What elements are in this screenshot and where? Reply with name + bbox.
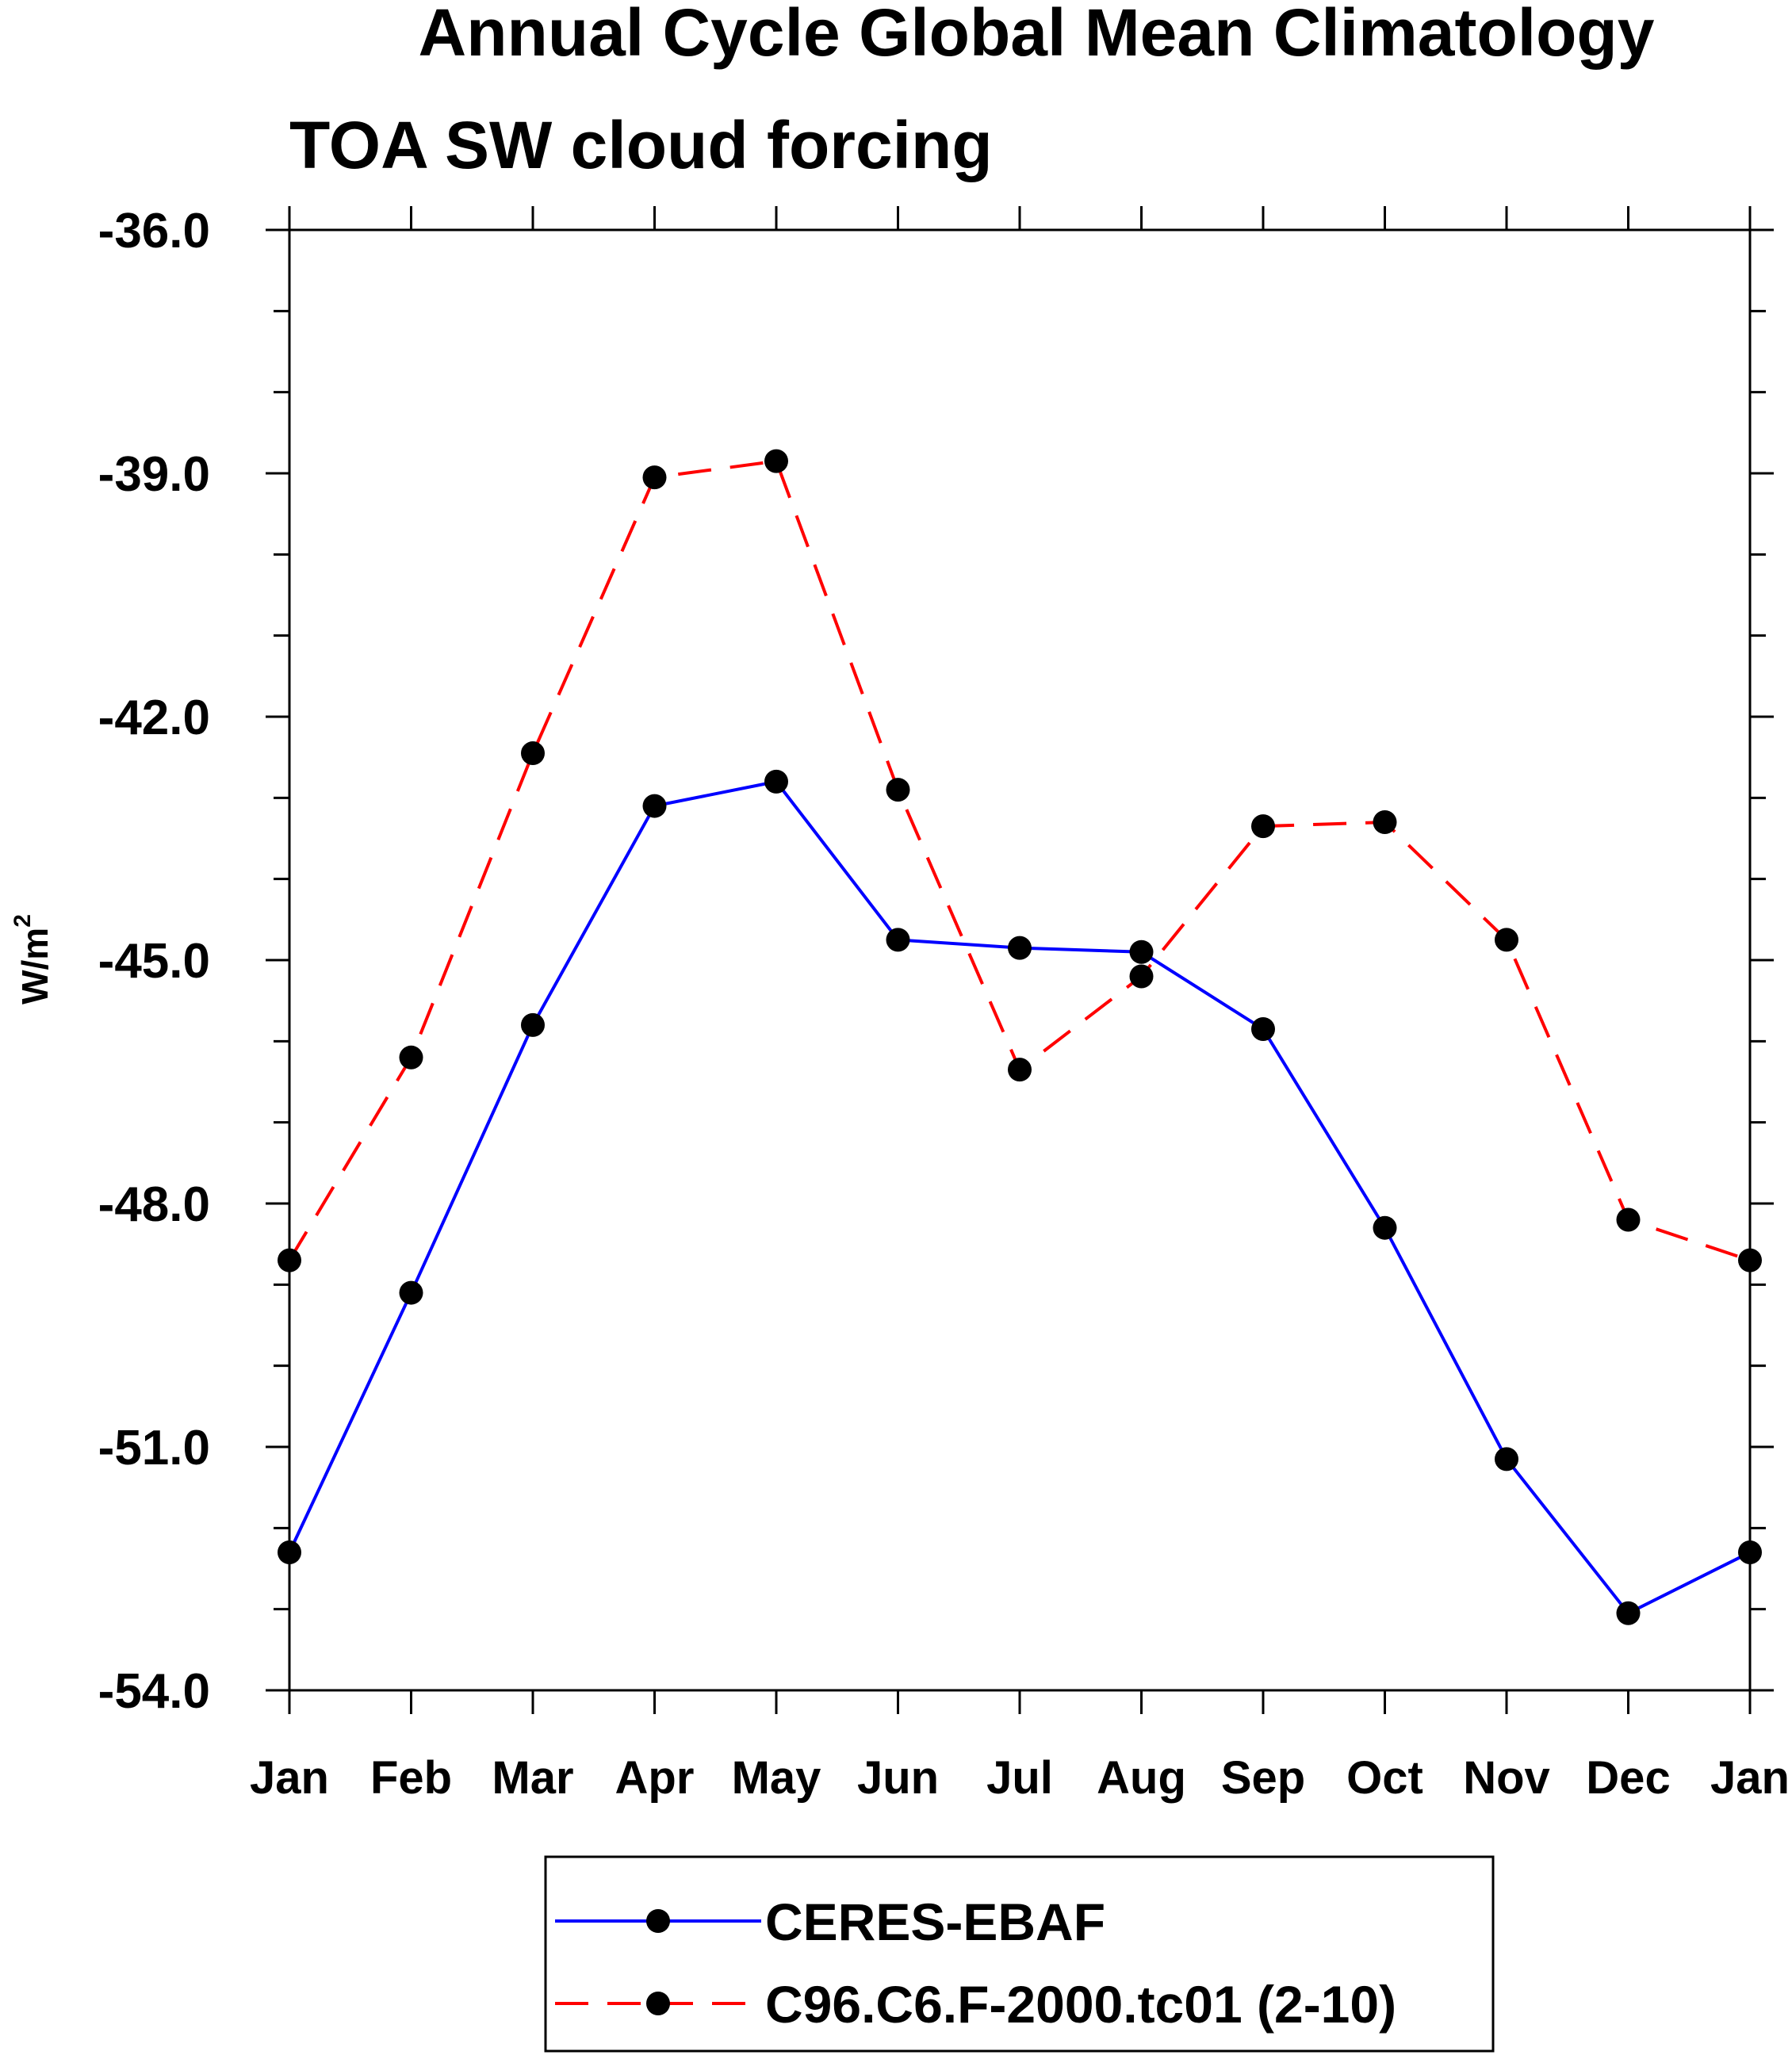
x-tick-label: Sep [1221, 1752, 1305, 1804]
series-1-point [1495, 1447, 1518, 1471]
series-2-point [521, 741, 545, 766]
x-tick-label: Mar [492, 1752, 573, 1804]
series-1-point [1008, 936, 1032, 960]
series-2-point [1738, 1248, 1762, 1272]
x-tick-label: May [732, 1752, 821, 1804]
series-1-point [399, 1280, 423, 1305]
y-axis-label-text: W/m [14, 928, 56, 1005]
series-1-point [1616, 1601, 1641, 1625]
series-2-point [1495, 928, 1518, 952]
series-2-point [642, 465, 667, 490]
x-tick-label: Oct [1346, 1752, 1423, 1804]
series-2-point [1251, 814, 1275, 839]
y-tick-label: -45.0 [98, 934, 210, 989]
y-tick-label: -42.0 [98, 691, 210, 745]
legend-box [544, 1855, 1495, 2053]
y-tick-label: -51.0 [98, 1421, 210, 1475]
series-2-point [886, 778, 910, 802]
legend: CERES-EBAF C96.C6.F-2000.tc01 (2-10) [544, 1855, 1495, 2053]
series-2-point [1373, 810, 1397, 835]
legend-label-2: C96.C6.F-2000.tc01 (2-10) [765, 1975, 1396, 2034]
y-tick-label: -54.0 [98, 1664, 210, 1719]
series-2-point [764, 449, 788, 473]
plot-area: Jan Feb Mar Apr May Jun Jul Aug Sep Oct Nov Dec Jan-… [98, 204, 1790, 1804]
x-tick-label: Aug [1097, 1752, 1186, 1804]
y-axis-label: W/m2 [10, 914, 56, 1005]
legend-marker-2 [646, 1992, 670, 2015]
series-1-point [1373, 1215, 1397, 1240]
series-2-point [1008, 1058, 1032, 1082]
y-axis-label-superscript: 2 [10, 914, 36, 928]
svg-text:W/m2: W/m2 [10, 914, 56, 1005]
chart-subtitle: TOA SW cloud forcing [289, 108, 993, 182]
x-tick-label: Dec [1586, 1752, 1670, 1804]
legend-marker-1 [646, 1909, 670, 1933]
series-1-point [764, 769, 788, 794]
y-tick-label: -48.0 [98, 1177, 210, 1232]
chart-title: Annual Cycle Global Mean Climatology [419, 0, 1655, 70]
x-tick-label: Jul [986, 1752, 1053, 1804]
series-1-point [521, 1012, 545, 1037]
x-tick-label: Nov [1463, 1752, 1550, 1804]
y-tick-label: -39.0 [98, 447, 210, 502]
x-tick-label: Jun [857, 1752, 939, 1804]
series-1-point [886, 928, 910, 952]
legend-label-1: CERES-EBAF [765, 1892, 1105, 1951]
series-2-point [1129, 964, 1154, 989]
series-1-point [278, 1540, 301, 1565]
series-2-point [1616, 1207, 1641, 1232]
x-tick-label: Jan [1710, 1752, 1790, 1804]
x-tick-label: Apr [615, 1752, 695, 1804]
series-line-1 [288, 779, 1751, 1616]
series-2-point [399, 1045, 423, 1070]
series-1-point [1251, 1016, 1275, 1041]
plot-frame [288, 228, 1752, 1692]
series-1-point [1738, 1540, 1762, 1565]
series-2-point [278, 1248, 301, 1272]
series-1-point [642, 794, 667, 818]
x-tick-label: Jan [250, 1752, 329, 1804]
y-tick-label: -36.0 [98, 204, 210, 258]
series-1-point [1129, 939, 1154, 964]
series-line-2 [288, 459, 1751, 1262]
x-tick-label: Feb [370, 1752, 452, 1804]
